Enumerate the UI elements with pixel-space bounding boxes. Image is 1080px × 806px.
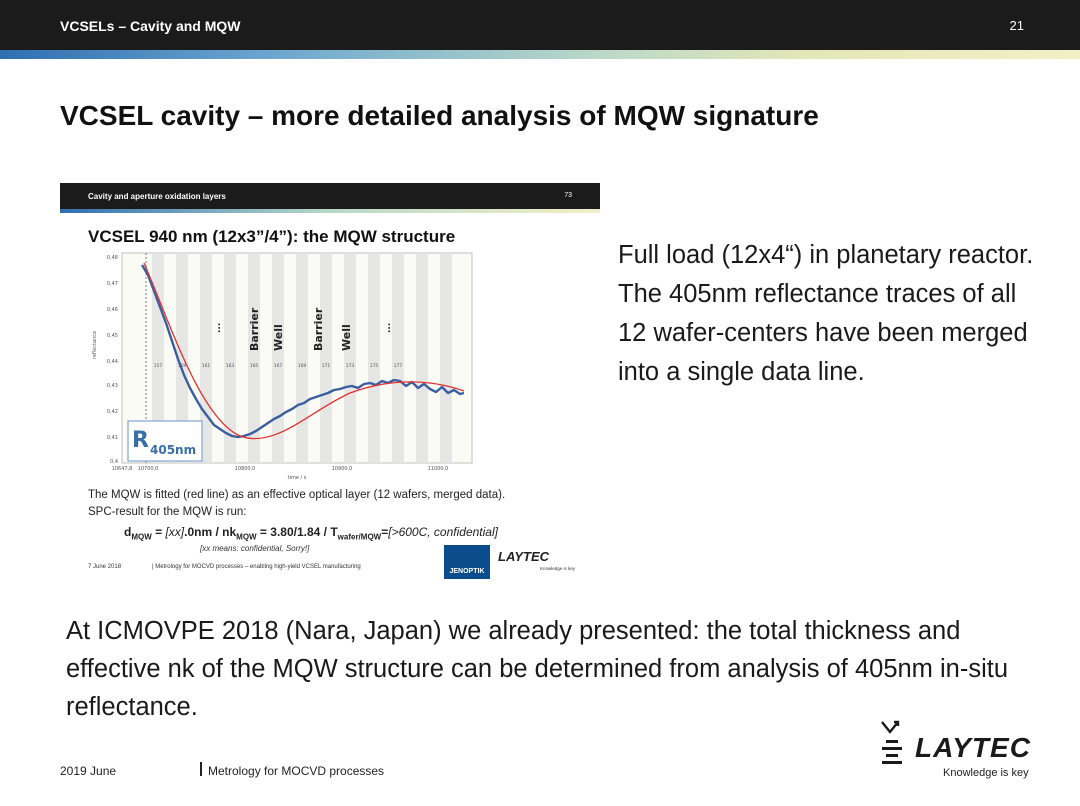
layer-number: 173 [346, 363, 355, 369]
fit-line [143, 262, 465, 440]
jenoptik-logo-text: JENOPTIK [449, 568, 485, 575]
embedded-header-number: 73 [564, 192, 572, 199]
x-tick: 10900,0 [332, 466, 353, 472]
laytec-mark-icon [881, 720, 902, 764]
footer-text: Metrology for MOCVD processes [208, 764, 385, 778]
r405-badge-sub: 405nm [150, 443, 196, 457]
y-tick: 0,48 [107, 255, 118, 261]
layer-label-barrier: Barrier [312, 307, 325, 351]
embedded-text-line-1: The MQW is fitted (red line) as an effec… [88, 489, 506, 501]
embedded-footer-text: | Metrology for MOCVD processes – enabli… [152, 564, 361, 570]
layer-labels: Barrier Well Barrier Well ... ... [213, 307, 393, 351]
y-tick: 0,42 [107, 409, 118, 415]
page-number: 21 [1009, 18, 1024, 33]
layer-number: 159 [178, 363, 187, 369]
layer-number: 165 [250, 363, 259, 369]
x-axis-label: time / s [288, 475, 307, 481]
ellipsis-right: ... [383, 323, 393, 333]
x-tick: 10800,0 [235, 466, 256, 472]
y-tick: 0,47 [107, 281, 118, 287]
r405-badge-main: R [132, 428, 149, 453]
layer-label-well: Well [340, 324, 353, 351]
laytec-logo-word: LAYTEC [915, 732, 1031, 763]
y-tick: 0,43 [107, 383, 118, 389]
header-gradient-bar [0, 50, 1080, 59]
footer-separator [200, 762, 202, 776]
layer-number: 157 [154, 363, 163, 369]
x-tick-labels: 10647,8 10700,0 10800,0 10900,0 11000,0 [112, 466, 449, 472]
y-axis-label: reflectance [92, 331, 98, 359]
layer-number: 169 [298, 363, 307, 369]
embedded-header-title: Cavity and aperture oxidation layers [88, 192, 226, 201]
layer-number: 171 [322, 363, 331, 369]
ellipsis-left: ... [213, 323, 223, 333]
layer-numbers: 157 159 161 163 165 167 169 171 173 175 … [154, 363, 403, 369]
r405-badge [127, 420, 203, 462]
layer-number: 177 [394, 363, 403, 369]
layer-number: 167 [274, 363, 283, 369]
embedded-gradient-bar [60, 209, 600, 213]
embedded-laytec-slogan: Knowledge is key [540, 566, 576, 571]
embedded-laytec-logo: LAYTEC [498, 549, 550, 564]
y-tick: 0,4 [110, 459, 118, 465]
layer-number: 161 [202, 363, 211, 369]
layer-number: 163 [226, 363, 235, 369]
embedded-header-bar: Cavity and aperture oxidation layers 73 [60, 183, 600, 209]
jenoptik-logo: JENOPTIK [444, 545, 490, 579]
x-tick: 10647,8 [112, 466, 133, 472]
y-tick: 0,41 [107, 435, 118, 441]
header-title: VCSELs – Cavity and MQW [60, 18, 241, 34]
header-bar: VCSELs – Cavity and MQW 21 [0, 0, 1080, 50]
laytec-logo: LAYTEC Knowledge is key [880, 718, 1031, 779]
layer-number: 175 [370, 363, 379, 369]
embedded-slide-image: Cavity and aperture oxidation layers 73 … [60, 183, 600, 583]
layer-label-well: Well [272, 324, 285, 351]
embedded-footer-date: 7 June 2018 [88, 564, 122, 570]
layer-label-barrier: Barrier [248, 307, 261, 351]
side-text: Full load (12x4“) in planetary reactor. … [618, 241, 1034, 386]
footer-date: 2019 June [60, 764, 117, 778]
confidential-note: [xx means: confidential, Sorry!] [200, 544, 310, 553]
embedded-text-line-2: SPC-result for the MQW is run: [88, 506, 247, 518]
y-tick-labels: 0,48 0,47 0,46 0,45 0,44 0,43 0,42 0,41 … [107, 255, 118, 465]
slide-title: VCSEL cavity – more detailed analysis of… [60, 100, 819, 131]
laytec-logo-slogan: Knowledge is key [943, 767, 1029, 779]
embedded-title: VCSEL 940 nm (12x3”/4”): the MQW structu… [88, 227, 456, 246]
x-tick: 10700,0 [138, 466, 159, 472]
spc-result-line: dMQW = [xx].0nm / nkMQW = 3.80/1.84 / Tw… [124, 525, 498, 542]
x-tick: 11000,0 [428, 466, 449, 472]
y-tick: 0,46 [107, 307, 118, 313]
reflectance-plot: 0,48 0,47 0,46 0,45 0,44 0,43 0,42 0,41 … [92, 252, 473, 481]
y-tick: 0,44 [107, 359, 118, 365]
y-tick: 0,45 [107, 333, 118, 339]
layer-bands [152, 253, 452, 463]
bottom-text: At ICMOVPE 2018 (Nara, Japan) we already… [66, 617, 1009, 721]
